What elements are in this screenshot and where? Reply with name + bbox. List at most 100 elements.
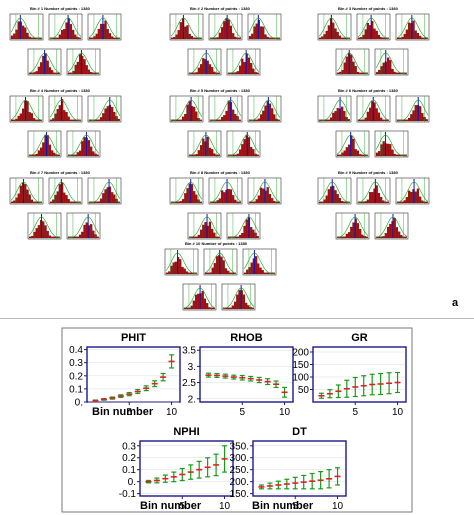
histogram-bar <box>183 268 186 275</box>
histogram-bar <box>49 119 53 122</box>
histogram-bar <box>193 37 196 40</box>
histogram-bar <box>227 270 230 275</box>
histogram-bar <box>104 20 107 40</box>
histogram-bar <box>177 30 180 40</box>
histogram-bar <box>403 200 406 204</box>
histogram-bar <box>42 142 45 157</box>
histogram-bar <box>102 193 105 204</box>
histogram-bar <box>186 188 189 204</box>
histogram-bar <box>106 28 109 40</box>
histogram-bar <box>199 64 203 75</box>
histogram-bar <box>395 154 399 157</box>
mini-histogram <box>66 130 101 158</box>
histogram-bar <box>197 199 200 204</box>
histogram-bar <box>345 233 348 239</box>
y-tick-label: 2.5 <box>182 378 196 389</box>
histogram-bar <box>232 154 235 157</box>
histogram-bar <box>264 34 267 40</box>
histogram-bar <box>33 37 36 40</box>
histogram-bar <box>208 307 211 310</box>
histogram-bar <box>65 22 68 40</box>
mini-histogram <box>9 13 44 41</box>
histogram-bar <box>412 110 415 122</box>
histogram-bar <box>334 111 337 122</box>
mini-histogram <box>335 48 370 76</box>
histogram-bar <box>78 150 82 157</box>
histogram-bar <box>188 307 191 310</box>
histogram-bar <box>74 34 77 40</box>
histogram-bar <box>256 236 259 239</box>
histogram-bar <box>199 145 203 157</box>
histogram-bar <box>223 192 226 204</box>
histogram-bar <box>252 68 255 75</box>
fit-curve <box>88 181 121 204</box>
histogram-bar <box>63 192 66 204</box>
histogram-bar <box>259 26 263 40</box>
histogram-bar <box>360 119 363 122</box>
histogram-bar <box>202 224 205 239</box>
histogram-bar <box>423 37 426 40</box>
x-tick-label: 10 <box>166 407 178 418</box>
histogram-bar <box>255 199 258 204</box>
histogram-bar <box>67 199 70 204</box>
histogram-bar <box>83 137 86 157</box>
histogram-bar <box>193 106 196 122</box>
histogram-bar <box>234 72 237 75</box>
mini-histogram <box>182 283 217 311</box>
histogram-bar <box>217 72 220 75</box>
histogram-bar <box>39 147 43 157</box>
histogram-bar <box>56 37 59 40</box>
chart-nphi: NPHI -0.10.0.10.20.3 5 10 <box>119 426 234 512</box>
histogram-bar <box>48 235 52 239</box>
histogram-bar <box>197 150 200 157</box>
histogram-bar <box>341 106 344 122</box>
histogram-bar <box>15 197 18 204</box>
histogram-bar <box>359 72 362 75</box>
histogram-bar <box>410 114 413 122</box>
histogram-bar <box>165 272 169 275</box>
histogram-bar <box>55 154 58 157</box>
histogram-bar <box>343 201 346 204</box>
histogram-bar <box>186 104 189 122</box>
histogram-bar <box>231 305 234 310</box>
histogram-bar <box>352 222 355 239</box>
histogram-bar <box>361 234 364 239</box>
histogram-bar <box>214 37 217 40</box>
mini-histogram <box>66 212 101 240</box>
histogram-bar <box>375 108 378 122</box>
mini-histogram <box>164 248 199 276</box>
histogram-bar <box>332 112 335 122</box>
histogram-bar <box>386 57 390 75</box>
y-tick-label: 150. <box>230 489 249 500</box>
histogram-bar <box>199 119 202 122</box>
histogram-bar <box>24 27 27 40</box>
histogram-bar <box>192 300 195 310</box>
histogram-bar <box>321 36 324 40</box>
histogram-bar <box>395 72 399 75</box>
histogram-bar <box>197 293 200 310</box>
histogram-bar <box>190 272 193 275</box>
histogram-bar <box>256 154 259 157</box>
histogram-bar <box>184 113 187 122</box>
mini-histogram <box>395 13 430 41</box>
fit-curve <box>67 134 100 157</box>
histogram-bar <box>250 62 253 75</box>
histogram-bar <box>229 307 232 310</box>
histogram-bar <box>264 105 267 122</box>
histogram-bar <box>377 34 381 40</box>
histogram-bar <box>343 110 346 122</box>
histogram-bar <box>31 235 34 239</box>
mini-histogram <box>87 13 122 41</box>
histogram-bar <box>179 22 182 40</box>
mini-histogram <box>317 95 352 123</box>
trend-panel: Bin number Bin number Bin number PHIT 0. 0… <box>0 319 474 515</box>
histogram-bar <box>273 114 276 122</box>
histogram-bar <box>26 101 29 122</box>
histogram-bar <box>214 201 217 204</box>
histogram-bar <box>384 201 387 204</box>
mini-histogram <box>48 13 83 41</box>
y-tick-label: 3. <box>188 362 196 373</box>
histogram-bar <box>334 190 337 204</box>
histogram-bar <box>334 28 337 40</box>
